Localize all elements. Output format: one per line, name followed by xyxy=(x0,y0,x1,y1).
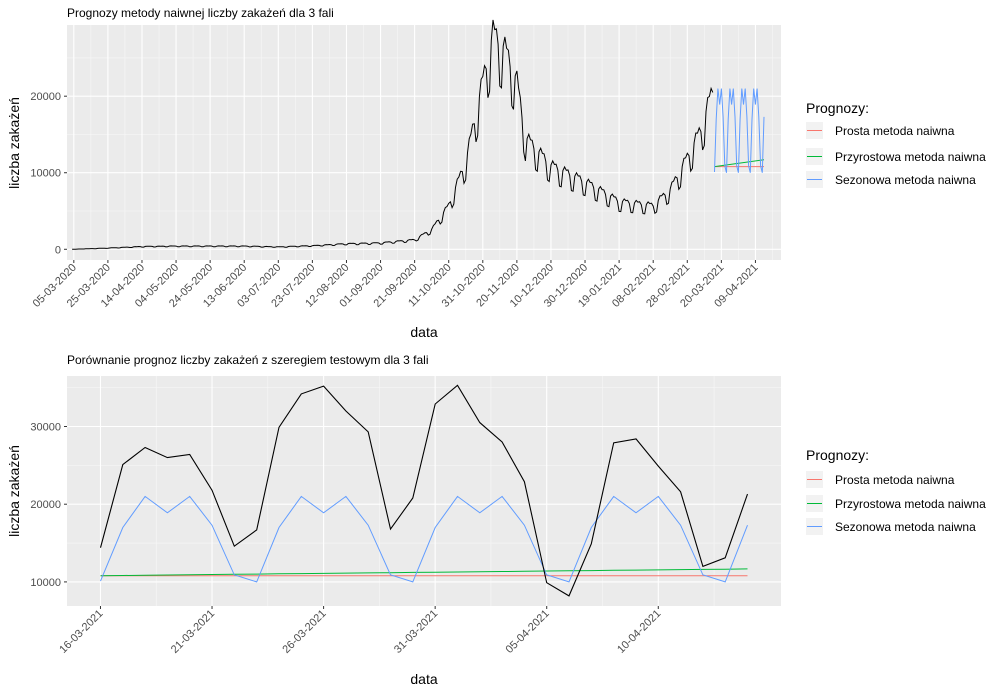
top-chart-panel xyxy=(67,25,781,260)
x-tick-label: 26-03-2021 xyxy=(280,608,328,656)
top-legend-label-sezonowa: Sezonowa metoda naiwna xyxy=(835,173,976,187)
forecast-line-2 xyxy=(714,159,765,168)
bottom-legend-label-prosta: Prosta metoda naiwna xyxy=(835,473,955,487)
top-legend-title: Prognozy: xyxy=(806,100,869,116)
bottom-legend-title: Prognozy: xyxy=(806,447,869,463)
top-legend-label-przyrostowa: Przyrostowa metoda naiwna xyxy=(835,150,986,164)
x-tick-label: 10-04-2021 xyxy=(615,608,663,656)
test-series-line xyxy=(99,384,749,597)
top-chart-y-axis-title: liczba zakażeń xyxy=(6,97,22,189)
bottom-chart: Porównanie prognoz liczby zakażeń z szer… xyxy=(6,353,986,687)
y-tick-label: 0 xyxy=(55,244,61,256)
bottom-chart-grid xyxy=(67,376,781,606)
y-tick-label: 20000 xyxy=(30,499,61,511)
top-chart-grid xyxy=(67,25,781,260)
bottom-chart-x-axis-title: data xyxy=(410,671,437,687)
x-tick-label: 16-03-2021 xyxy=(57,608,105,656)
y-tick-label: 10000 xyxy=(30,577,61,589)
top-chart-series xyxy=(72,19,765,250)
bottom-chart-legend: Prognozy: Prosta metoda naiwna Przyrosto… xyxy=(806,447,986,535)
bottom-chart-y-axis-title: liczba zakażeń xyxy=(6,445,22,537)
bottom-legend-label-sezonowa: Sezonowa metoda naiwna xyxy=(835,520,976,534)
top-chart-y-axis: 0 10000 20000 xyxy=(30,91,67,256)
bottom-legend-label-przyrostowa: Przyrostowa metoda naiwna xyxy=(835,497,986,511)
top-chart-x-axis: 05-03-202025-03-202014-04-202004-05-2020… xyxy=(31,260,761,310)
x-tick-label: 21-03-2021 xyxy=(169,608,217,656)
y-tick-label: 20000 xyxy=(30,91,61,103)
top-chart: Prognozy metody naiwnej liczby zakażeń d… xyxy=(6,6,986,340)
forecast-line-2 xyxy=(100,568,748,577)
forecast-line-3 xyxy=(100,495,748,583)
y-tick-label: 10000 xyxy=(30,168,61,180)
forecast-line-3 xyxy=(714,88,765,173)
top-chart-x-axis-title: data xyxy=(410,324,437,340)
observed-line xyxy=(72,19,714,250)
top-chart-legend: Prognozy: Prosta metoda naiwna Przyrosto… xyxy=(806,100,986,188)
bottom-chart-x-axis: 16-03-2021 21-03-2021 26-03-2021 31-03-2021… xyxy=(57,606,663,656)
bottom-chart-panel xyxy=(67,376,781,606)
y-tick-label: 30000 xyxy=(30,422,61,434)
bottom-chart-series xyxy=(99,384,749,597)
bottom-chart-title: Porównanie prognoz liczby zakażeń z szer… xyxy=(67,353,429,367)
top-chart-title: Prognozy metody naiwnej liczby zakażeń d… xyxy=(67,6,334,20)
x-tick-label: 31-03-2021 xyxy=(392,608,440,656)
x-tick-label: 05-04-2021 xyxy=(504,608,552,656)
top-legend-label-prosta: Prosta metoda naiwna xyxy=(835,124,955,138)
bottom-chart-y-axis: 10000 20000 30000 xyxy=(30,422,67,589)
